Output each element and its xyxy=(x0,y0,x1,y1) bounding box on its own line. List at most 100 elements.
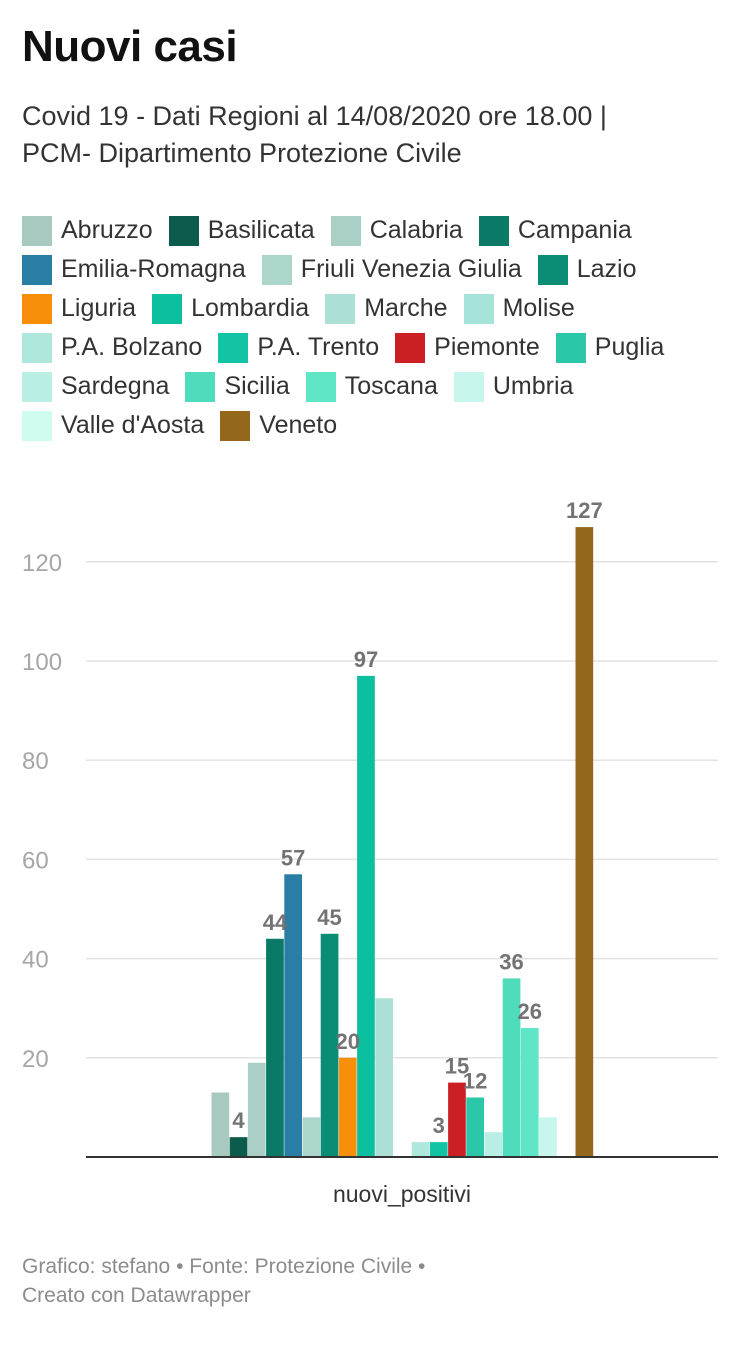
data-label-puglia: 12 xyxy=(463,1068,487,1093)
bar-puglia xyxy=(466,1097,484,1157)
data-label-veneto: 127 xyxy=(566,498,603,523)
subtitle-line-2: PCM- Dipartimento Protezione Civile xyxy=(22,138,462,168)
legend-item-lazio: Lazio xyxy=(537,254,637,285)
legend-item-piemonte: Piemonte xyxy=(395,332,540,363)
legend-item-toscana: Toscana xyxy=(305,371,438,402)
legend-item-friuli-venezia-giulia: Friuli Venezia Giulia xyxy=(261,254,522,285)
subtitle-line-1: Covid 19 - Dati Regioni al 14/08/2020 or… xyxy=(22,101,607,131)
legend-swatch xyxy=(22,371,52,402)
legend-swatch xyxy=(22,410,52,441)
legend-item-umbria: Umbria xyxy=(453,371,574,402)
bar-sardegna xyxy=(484,1132,503,1157)
y-tick-label: 80 xyxy=(22,748,49,775)
bar-basilicata xyxy=(229,1137,248,1157)
chart-title: Nuovi casi xyxy=(22,22,238,71)
chart-footer: Grafico: stefano • Fonte: Protezione Civ… xyxy=(22,1252,722,1310)
legend-swatch xyxy=(325,293,356,324)
legend-label: Marche xyxy=(364,294,448,322)
y-tick-label: 100 xyxy=(22,649,62,676)
data-label-campania: 44 xyxy=(263,910,288,935)
data-label-liguria: 20 xyxy=(336,1029,360,1054)
legend-swatch xyxy=(168,215,199,246)
bar-p-a-trento xyxy=(429,1142,448,1157)
bar-abruzzo xyxy=(211,1092,230,1157)
legend-item-campania: Campania xyxy=(478,215,632,246)
legend-label: Veneto xyxy=(259,411,338,439)
legend-swatch xyxy=(537,254,568,285)
legend-swatch xyxy=(220,410,251,441)
legend-label: Basilicata xyxy=(207,216,315,244)
bar-emilia-romagna xyxy=(284,874,302,1157)
legend-label: P.A. Bolzano xyxy=(61,333,203,361)
footer-credit-line: Grafico: stefano • Fonte: Protezione Civ… xyxy=(22,1255,426,1278)
legend-label: Molise xyxy=(502,294,575,322)
legend-label: Friuli Venezia Giulia xyxy=(300,255,522,283)
legend-label: Lazio xyxy=(576,255,637,283)
legend-label: Umbria xyxy=(492,372,574,400)
legend-swatch xyxy=(22,332,52,363)
bar-marche xyxy=(375,998,393,1157)
data-label-basilicata: 4 xyxy=(232,1108,245,1133)
legend-item-sicilia: Sicilia xyxy=(185,371,290,402)
legend-swatch xyxy=(395,332,426,363)
data-label-toscana: 26 xyxy=(518,999,542,1024)
bar-sicilia xyxy=(502,978,521,1157)
data-label-p-a-trento: 3 xyxy=(433,1113,445,1138)
legend-item-sardegna: Sardegna xyxy=(22,371,169,402)
legend-label: Sicilia xyxy=(224,372,290,400)
x-category-label: nuovi_positivi xyxy=(333,1181,471,1207)
bar-friuli-venezia-giulia xyxy=(302,1117,321,1157)
bar-lombardia xyxy=(357,675,375,1157)
legend-swatch xyxy=(305,371,336,402)
bar-chart: 2040608010012044457452097315123626127nuo… xyxy=(22,498,718,1207)
data-label-emilia-romagna: 57 xyxy=(281,845,305,870)
legend-item-emilia-romagna: Emilia-Romagna xyxy=(22,254,246,285)
legend-label: Calabria xyxy=(369,216,463,244)
legend-swatch xyxy=(22,254,52,285)
y-tick-label: 120 xyxy=(22,550,62,577)
legend-swatch xyxy=(453,371,484,402)
y-tick-label: 20 xyxy=(22,1046,49,1073)
data-label-lazio: 45 xyxy=(317,905,341,930)
bar-lazio xyxy=(320,933,339,1157)
legend-swatch xyxy=(218,332,249,363)
legend-swatch xyxy=(261,254,292,285)
legend-item-lombardia: Lombardia xyxy=(152,293,309,324)
bar-toscana xyxy=(520,1028,539,1157)
legend-label: Lombardia xyxy=(191,294,310,322)
data-label-lombardia: 97 xyxy=(354,647,378,672)
footer-tool-line: Creato con Datawrapper xyxy=(22,1284,251,1307)
legend-swatch xyxy=(22,215,52,246)
legend-label: P.A. Trento xyxy=(257,333,380,361)
legend-item-calabria: Calabria xyxy=(330,215,463,246)
legend-swatch xyxy=(152,293,183,324)
legend-item-puglia: Puglia xyxy=(555,332,665,363)
legend-item-veneto: Veneto xyxy=(220,410,337,441)
chart-subtitle: Covid 19 - Dati Regioni al 14/08/2020 or… xyxy=(22,98,722,172)
y-tick-label: 60 xyxy=(22,847,49,874)
legend-swatch xyxy=(555,332,586,363)
legend-item-p-a-bolzano: P.A. Bolzano xyxy=(22,332,202,363)
legend-swatch xyxy=(463,293,494,324)
legend-label: Liguria xyxy=(61,294,137,322)
legend-item-p-a-trento: P.A. Trento xyxy=(218,332,379,363)
bar-umbria xyxy=(539,1117,557,1157)
legend-item-molise: Molise xyxy=(463,293,575,324)
legend-label: Sardegna xyxy=(61,372,170,400)
data-label-sicilia: 36 xyxy=(499,949,523,974)
legend-label: Emilia-Romagna xyxy=(61,255,246,283)
legend-label: Campania xyxy=(517,216,632,244)
legend-item-liguria: Liguria xyxy=(22,293,136,324)
legend-item-basilicata: Basilicata xyxy=(168,215,315,246)
legend-swatch xyxy=(185,371,216,402)
legend-label: Valle d'Aosta xyxy=(61,411,205,439)
legend: Abruzzo Basilicata Calabria Campania Emilia-… xyxy=(22,215,722,441)
bar-campania xyxy=(266,938,284,1157)
bar-liguria xyxy=(338,1057,357,1157)
legend-label: Puglia xyxy=(594,333,665,361)
bar-piemonte xyxy=(448,1082,466,1157)
legend-swatch xyxy=(330,215,361,246)
bar-calabria xyxy=(247,1062,266,1157)
legend-item-abruzzo: Abruzzo xyxy=(22,215,153,246)
bar-veneto xyxy=(575,527,594,1157)
